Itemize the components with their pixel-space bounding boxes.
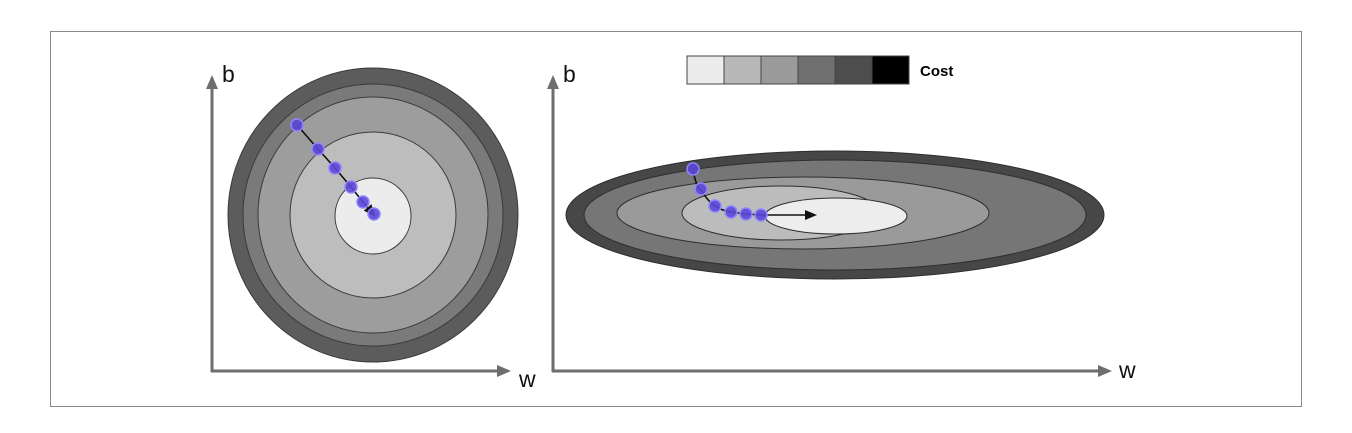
right-x-axis-label: w xyxy=(1118,357,1136,383)
legend-swatch xyxy=(723,55,762,85)
right-plot: b w xyxy=(547,61,1136,383)
right-descent-path xyxy=(686,162,817,222)
right-path-point xyxy=(724,205,738,219)
right-contours xyxy=(565,150,1105,280)
right-axes xyxy=(547,75,1112,377)
right-contour-center xyxy=(764,197,908,235)
legend-swatch xyxy=(871,55,910,85)
right-path-point xyxy=(708,199,722,213)
legend-swatch xyxy=(834,55,873,85)
legend-swatch xyxy=(760,55,799,85)
left-plot: b w xyxy=(206,61,536,392)
right-path-point xyxy=(739,207,753,221)
left-descent-path xyxy=(290,118,381,221)
left-path-point xyxy=(311,142,325,156)
legend-label: Cost xyxy=(920,63,953,80)
left-x-axis-label: w xyxy=(518,366,536,392)
left-path-point xyxy=(367,207,381,221)
cost-legend: Cost xyxy=(686,55,953,85)
right-path-point xyxy=(754,208,768,222)
right-path-point xyxy=(686,162,700,176)
left-path-point xyxy=(356,195,370,209)
left-path-point xyxy=(290,118,304,132)
left-y-axis-label: b xyxy=(222,61,235,87)
legend-swatch xyxy=(797,55,836,85)
right-y-axis-label: b xyxy=(563,61,576,87)
right-path-point xyxy=(694,182,708,196)
left-path-point xyxy=(328,161,342,175)
legend-swatch xyxy=(686,55,725,85)
left-path-point xyxy=(344,180,358,194)
left-axes xyxy=(206,75,511,377)
